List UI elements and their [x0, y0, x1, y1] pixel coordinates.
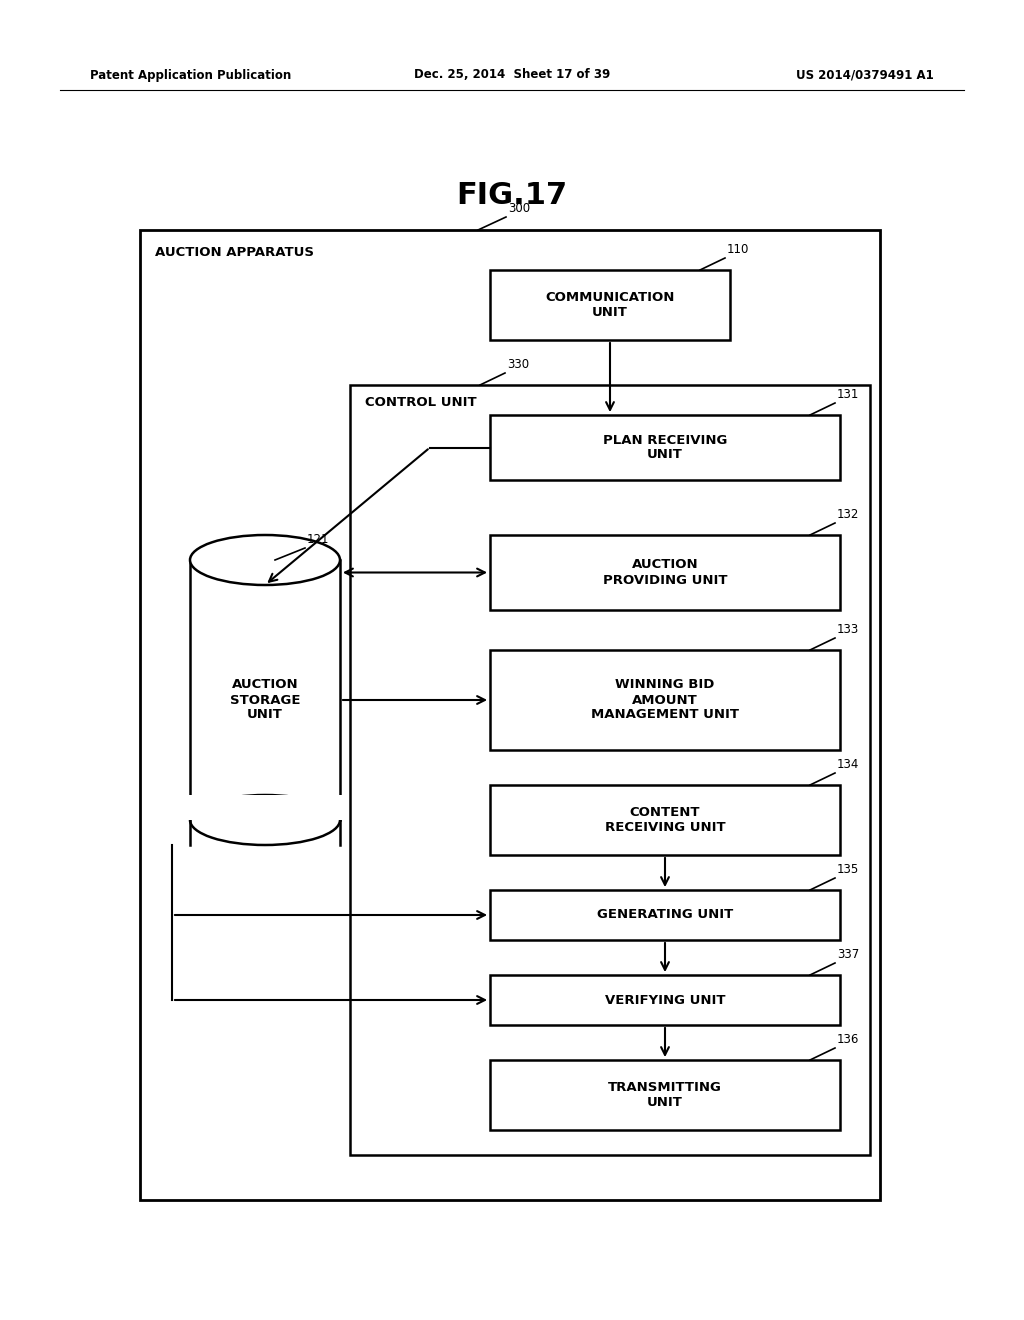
Text: CONTROL UNIT: CONTROL UNIT	[365, 396, 476, 409]
Bar	[490, 649, 840, 750]
Text: 330: 330	[507, 358, 529, 371]
Ellipse shape	[190, 535, 340, 585]
Text: GENERATING UNIT: GENERATING UNIT	[597, 908, 733, 921]
Text: 132: 132	[837, 508, 859, 521]
Text: WINNING BID
AMOUNT
MANAGEMENT UNIT: WINNING BID AMOUNT MANAGEMENT UNIT	[591, 678, 739, 722]
Text: CONTENT
RECEIVING UNIT: CONTENT RECEIVING UNIT	[605, 807, 725, 834]
Text: AUCTION
STORAGE
UNIT: AUCTION STORAGE UNIT	[229, 678, 300, 722]
Text: VERIFYING UNIT: VERIFYING UNIT	[605, 994, 725, 1006]
Text: 121: 121	[307, 533, 330, 546]
Bar	[490, 1060, 840, 1130]
Text: Patent Application Publication: Patent Application Publication	[90, 69, 291, 82]
Text: AUCTION APPARATUS: AUCTION APPARATUS	[155, 246, 314, 259]
Text: FIG.17: FIG.17	[457, 181, 567, 210]
Text: 133: 133	[837, 623, 859, 636]
Text: 134: 134	[837, 758, 859, 771]
Text: 131: 131	[837, 388, 859, 401]
Text: 135: 135	[837, 863, 859, 876]
Text: COMMUNICATION
UNIT: COMMUNICATION UNIT	[546, 290, 675, 319]
Text: 110: 110	[727, 243, 750, 256]
Bar	[350, 385, 870, 1155]
Bar	[490, 890, 840, 940]
Ellipse shape	[190, 795, 340, 845]
Text: 300: 300	[508, 202, 530, 215]
Bar	[490, 785, 840, 855]
Bar	[490, 271, 730, 341]
Bar	[490, 535, 840, 610]
Text: TRANSMITTING
UNIT: TRANSMITTING UNIT	[608, 1081, 722, 1109]
Text: 136: 136	[837, 1034, 859, 1045]
Text: PLAN RECEIVING
UNIT: PLAN RECEIVING UNIT	[603, 433, 727, 462]
Bar	[140, 230, 880, 1200]
Bar	[490, 414, 840, 480]
Text: Dec. 25, 2014  Sheet 17 of 39: Dec. 25, 2014 Sheet 17 of 39	[414, 69, 610, 82]
Text: 337: 337	[837, 948, 859, 961]
Text: US 2014/0379491 A1: US 2014/0379491 A1	[797, 69, 934, 82]
Bar	[490, 975, 840, 1026]
Bar	[188, 795, 342, 820]
Text: AUCTION
PROVIDING UNIT: AUCTION PROVIDING UNIT	[603, 558, 727, 586]
